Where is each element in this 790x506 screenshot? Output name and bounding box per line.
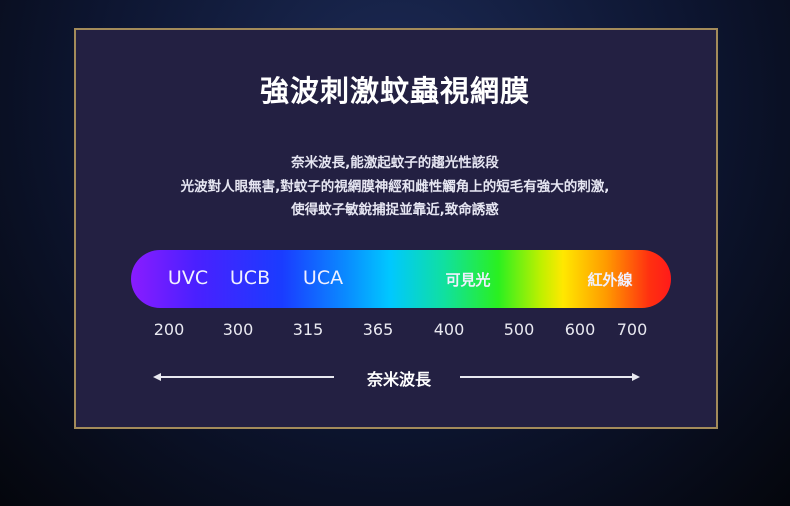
axis-line-left bbox=[158, 376, 334, 378]
page-title: 強波刺激蚊蟲視網膜 bbox=[259, 74, 530, 108]
axis-label: 奈米波長 bbox=[366, 370, 432, 389]
band-uca: UCA bbox=[302, 267, 344, 289]
wavelength-tick: 300 bbox=[222, 320, 254, 339]
wavelength-tick: 365 bbox=[362, 320, 394, 339]
wavelength-tick: 400 bbox=[433, 320, 465, 339]
wavelength-tick: 700 bbox=[616, 320, 648, 339]
wavelength-tick: 200 bbox=[153, 320, 185, 339]
description-line-1: 奈米波長,能激起蚊子的趨光性該段 bbox=[291, 155, 499, 171]
band-ucb: UCB bbox=[229, 267, 271, 289]
content-panel bbox=[74, 28, 718, 429]
wavelength-tick: 600 bbox=[564, 320, 596, 339]
spectrum-bar bbox=[131, 250, 671, 308]
description-line-3: 使得蚊子敏銳捕捉並靠近,致命誘惑 bbox=[291, 202, 499, 218]
wavelength-tick: 315 bbox=[292, 320, 324, 339]
wavelength-tick: 500 bbox=[503, 320, 535, 339]
arrow-left-icon bbox=[153, 373, 161, 381]
band-infrared: 紅外線 bbox=[587, 271, 633, 289]
axis-line-right bbox=[460, 376, 634, 378]
band-uvc: UVC bbox=[167, 267, 209, 289]
arrow-right-icon bbox=[632, 373, 640, 381]
description-line-2: 光波對人眼無害,對蚊子的視網膜神經和雌性觸角上的短毛有強大的刺激, bbox=[180, 179, 610, 195]
band-visible: 可見光 bbox=[445, 271, 491, 289]
